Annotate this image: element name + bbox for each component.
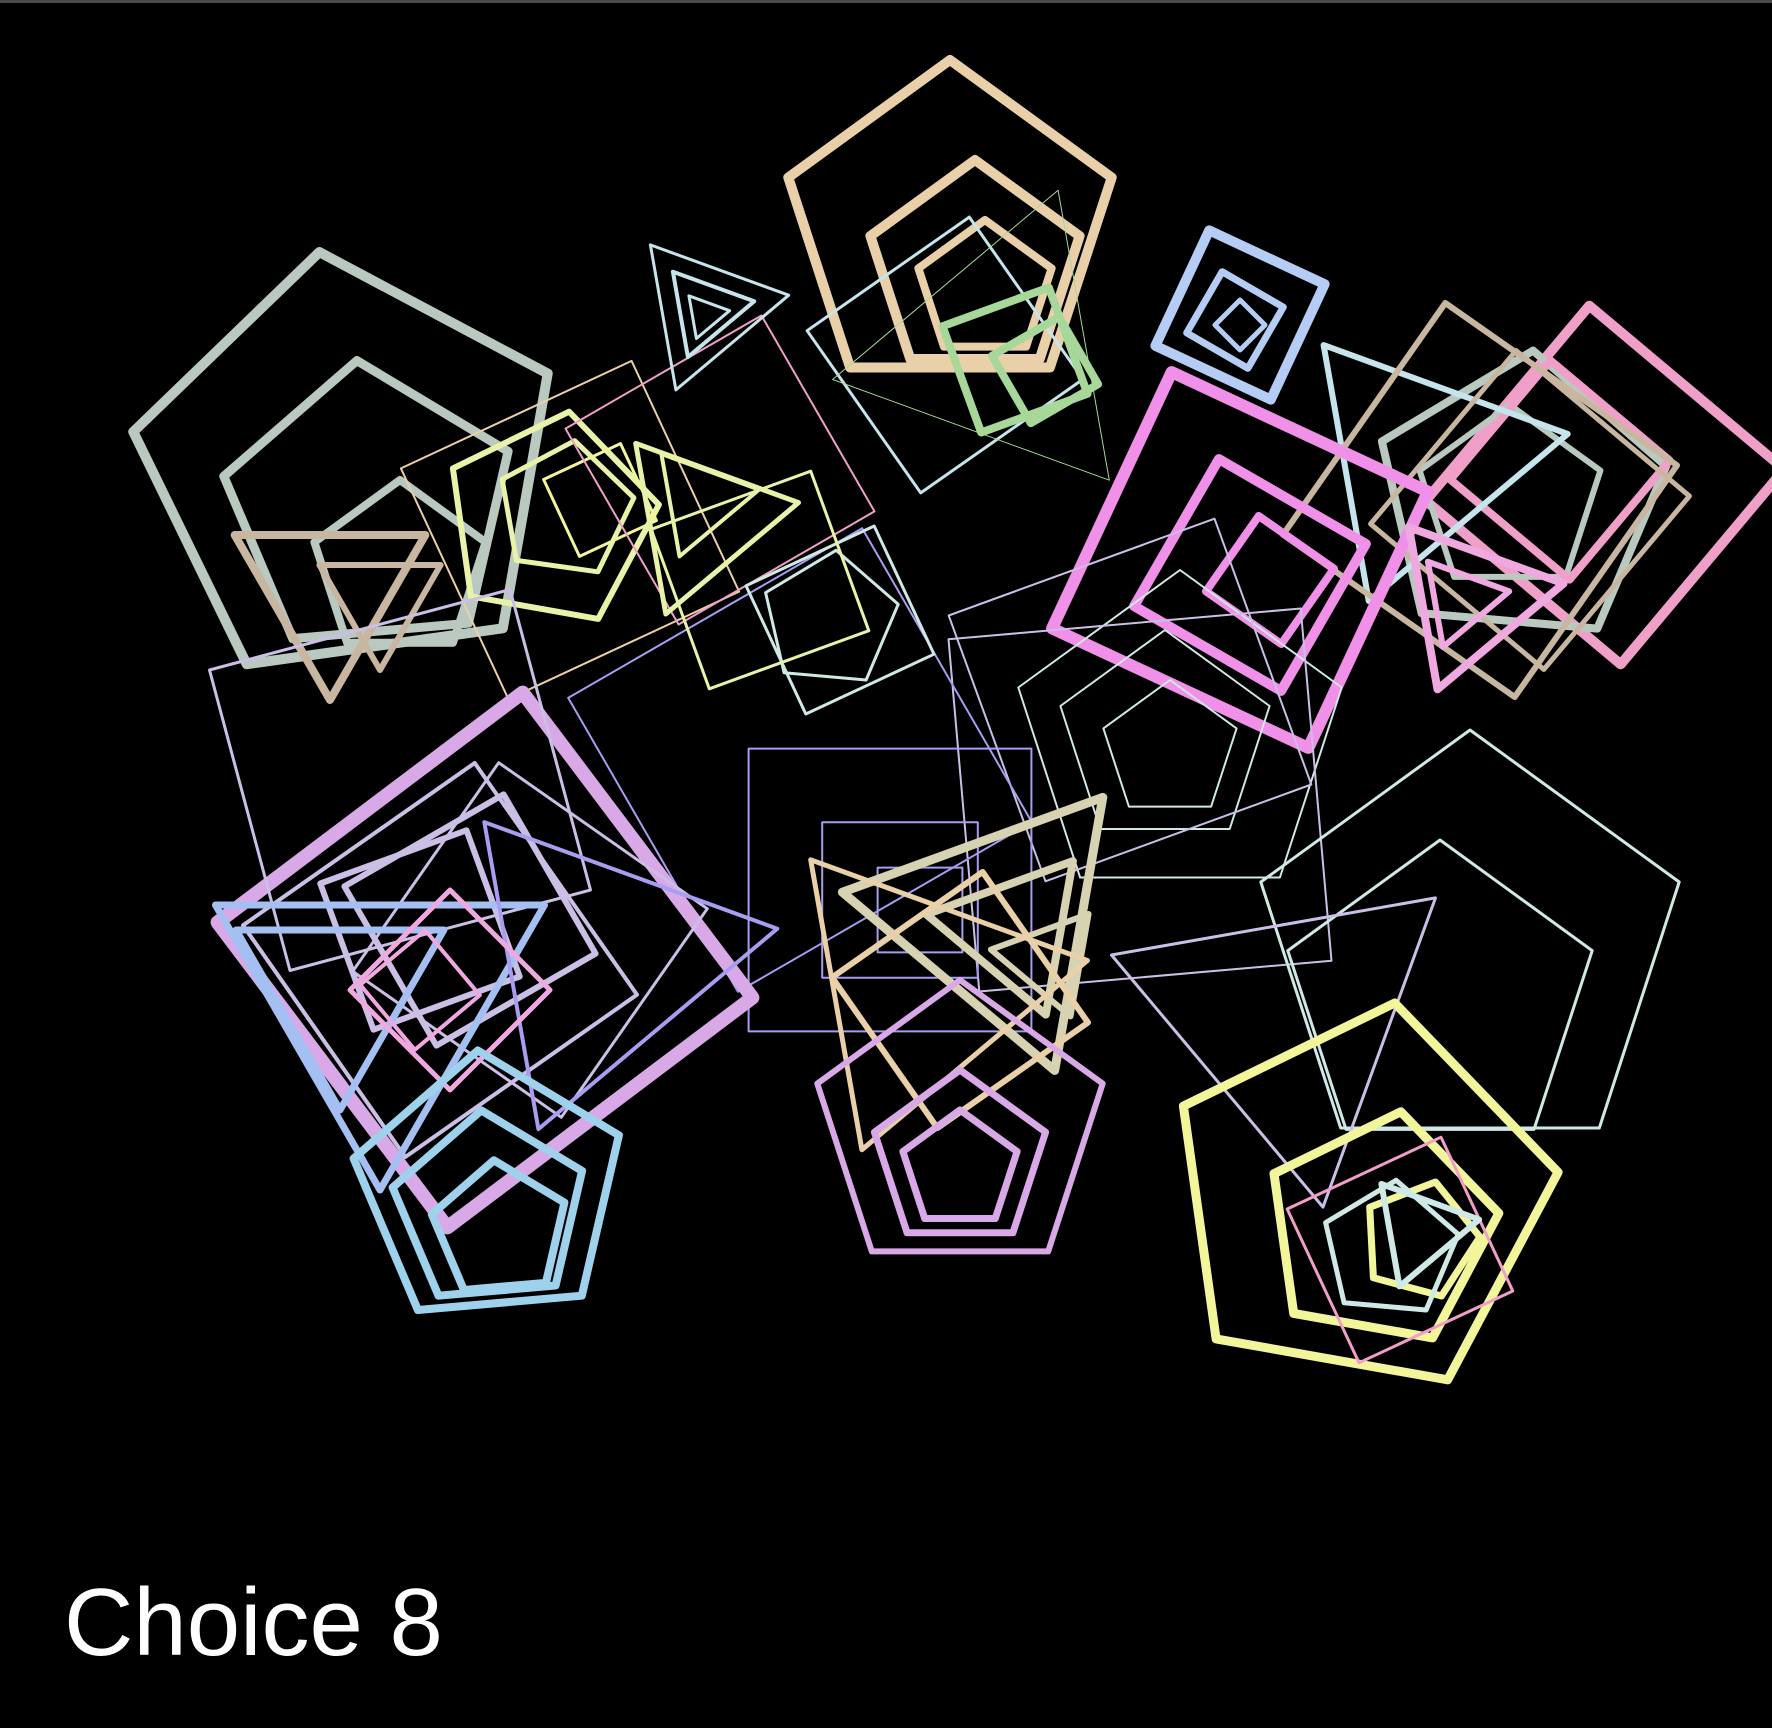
square-outline-shape bbox=[938, 283, 1092, 437]
pentagon-outline-shape bbox=[764, 548, 900, 682]
square-outline-shape bbox=[987, 312, 1103, 428]
square-outline-shape bbox=[649, 469, 871, 691]
choice-caption: Choice 8 bbox=[64, 1569, 443, 1676]
top-border bbox=[0, 0, 1772, 3]
square-outline-shape bbox=[210, 685, 760, 1235]
triangle-outline-shape bbox=[687, 294, 732, 340]
square-outline-shape bbox=[564, 314, 876, 626]
square-outline-shape bbox=[358, 928, 482, 1052]
triangle-outline-shape bbox=[230, 531, 430, 704]
triangle-outline-shape bbox=[1378, 1181, 1483, 1290]
square-outline-shape bbox=[744, 524, 936, 716]
pentagon-outline-shape bbox=[1017, 569, 1343, 879]
pentagon-outline-shape bbox=[219, 356, 513, 644]
shape-layer bbox=[128, 55, 1772, 1385]
pentagon-outline-shape bbox=[499, 438, 637, 575]
triangle-outline-shape bbox=[1424, 558, 1513, 650]
square-outline-shape bbox=[1150, 225, 1330, 405]
pentagon-outline-shape bbox=[1323, 1177, 1461, 1313]
square-outline-shape bbox=[1212, 297, 1268, 353]
square-outline-shape bbox=[347, 887, 553, 1093]
pentagon-outline-shape bbox=[914, 216, 1056, 351]
pentagon-outline-shape bbox=[870, 1066, 1050, 1237]
square-outline-shape bbox=[1420, 300, 1772, 670]
pentagon-outline-shape bbox=[1286, 838, 1594, 1131]
square-outline-shape bbox=[208, 588, 592, 972]
triangle-outline-shape bbox=[1110, 896, 1437, 1209]
square-outline-shape bbox=[1446, 356, 1674, 584]
pentagon-outline-shape bbox=[349, 1046, 623, 1314]
square-outline-shape bbox=[567, 527, 1033, 993]
square-outline-shape bbox=[241, 761, 639, 1159]
square-outline-shape bbox=[1046, 366, 1434, 754]
pentagon-outline-shape bbox=[865, 155, 1085, 364]
triangle-outline-shape bbox=[212, 901, 548, 1194]
pentagon-outline-shape bbox=[814, 977, 1106, 1255]
triangle-outline-shape bbox=[670, 269, 757, 359]
pentagon-outline-shape bbox=[1269, 1107, 1504, 1343]
triangle-outline-shape bbox=[922, 857, 1077, 1019]
square-outline-shape bbox=[1280, 300, 1680, 700]
triangle-outline-shape bbox=[808, 857, 1090, 1153]
square-outline-shape bbox=[1183, 268, 1287, 372]
pentagon-outline-shape bbox=[1178, 998, 1563, 1385]
triangle-outline-shape bbox=[648, 243, 791, 392]
square-outline-shape bbox=[821, 821, 979, 979]
triangle-outline-shape bbox=[482, 820, 780, 1132]
triangle-outline-shape bbox=[832, 189, 1110, 481]
pentagon-outline-shape bbox=[1377, 346, 1671, 633]
triangle-outline-shape bbox=[1320, 342, 1571, 604]
pentagon-outline-shape bbox=[1259, 728, 1681, 1130]
square-outline-shape bbox=[1129, 454, 1371, 696]
pentagon-outline-shape bbox=[899, 1106, 1021, 1222]
pentagon-outline-shape bbox=[1416, 402, 1604, 580]
square-outline-shape bbox=[1285, 1135, 1515, 1365]
pentagon-outline-shape bbox=[1102, 679, 1238, 808]
triangle-outline-shape bbox=[659, 452, 762, 559]
pentagon-outline-shape bbox=[427, 1156, 569, 1294]
square-outline-shape bbox=[1368, 348, 1692, 672]
pentagon-outline-shape bbox=[1059, 629, 1271, 830]
triangle-outline-shape bbox=[1404, 523, 1568, 694]
square-outline-shape bbox=[947, 517, 1313, 883]
triangle-outline-shape bbox=[837, 792, 1108, 1075]
pentagon-outline-shape bbox=[783, 55, 1117, 373]
